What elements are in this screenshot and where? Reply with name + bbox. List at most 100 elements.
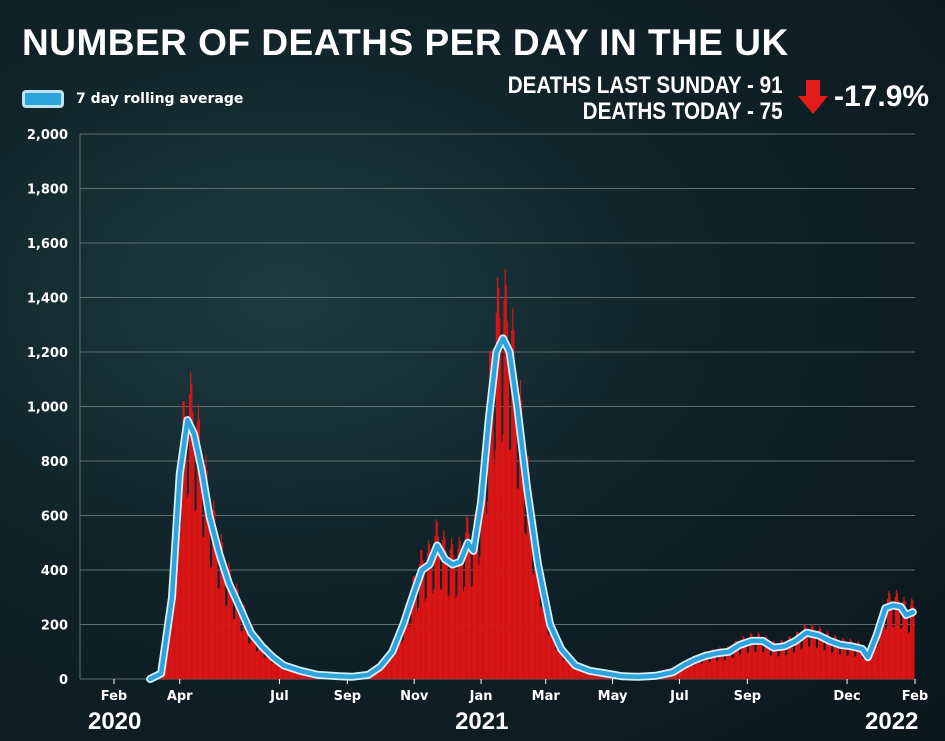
daily-bar bbox=[465, 532, 467, 679]
daily-bar bbox=[264, 657, 266, 679]
daily-bar bbox=[254, 638, 256, 679]
daily-bar bbox=[866, 651, 868, 679]
daily-bar bbox=[244, 609, 247, 679]
year-label: 2020 bbox=[87, 708, 142, 735]
daily-bar bbox=[798, 635, 800, 679]
daily-bar bbox=[295, 672, 297, 679]
x-tick-label: Jan bbox=[469, 689, 493, 704]
daily-bar bbox=[400, 630, 402, 679]
daily-bar bbox=[843, 639, 845, 679]
daily-bar bbox=[861, 658, 864, 679]
daily-bar bbox=[391, 649, 393, 679]
daily-bar bbox=[881, 607, 883, 679]
daily-bar bbox=[849, 638, 851, 679]
y-tick-label: 1,000 bbox=[27, 401, 68, 416]
x-tick-label: Sep bbox=[334, 689, 362, 704]
daily-bar bbox=[462, 591, 465, 679]
daily-bar bbox=[219, 542, 221, 679]
daily-bar bbox=[273, 655, 275, 679]
daily-bar bbox=[723, 660, 725, 679]
daily-bar bbox=[285, 666, 287, 679]
daily-bar bbox=[477, 526, 479, 679]
daily-bar bbox=[870, 657, 872, 679]
daily-bar bbox=[890, 600, 892, 679]
y-tick-label: 1,400 bbox=[27, 292, 68, 307]
daily-bar bbox=[188, 394, 191, 679]
daily-bar bbox=[698, 656, 700, 679]
daily-bar bbox=[478, 564, 480, 679]
daily-bar bbox=[251, 624, 253, 679]
daily-bar bbox=[190, 371, 192, 679]
x-tick-label: Apr bbox=[167, 689, 193, 704]
daily-bar bbox=[231, 592, 233, 679]
daily-bar bbox=[576, 666, 579, 679]
daily-bar bbox=[879, 618, 881, 679]
daily-bar bbox=[390, 648, 392, 679]
daily-bar bbox=[447, 596, 449, 679]
daily-bar bbox=[442, 540, 444, 679]
daily-bar bbox=[515, 404, 517, 679]
daily-bar bbox=[572, 660, 574, 679]
daily-bar bbox=[756, 636, 758, 679]
daily-bar bbox=[404, 604, 407, 679]
year-label: 2021 bbox=[455, 708, 509, 735]
daily-bar bbox=[541, 575, 544, 679]
daily-bar bbox=[420, 549, 422, 679]
daily-bar bbox=[842, 637, 844, 679]
daily-bar bbox=[888, 591, 890, 679]
daily-bar bbox=[695, 657, 697, 679]
daily-bar bbox=[709, 661, 711, 679]
daily-bar bbox=[238, 599, 240, 679]
daily-bar bbox=[449, 549, 451, 679]
daily-bar bbox=[215, 529, 217, 679]
daily-bar bbox=[210, 567, 213, 679]
daily-bar bbox=[544, 582, 546, 679]
daily-bar bbox=[409, 627, 411, 679]
daily-bar bbox=[840, 641, 843, 679]
daily-bar bbox=[459, 540, 461, 679]
daily-bar bbox=[897, 600, 900, 679]
daily-bar bbox=[523, 465, 525, 679]
daily-bar bbox=[593, 673, 595, 679]
daily-bar bbox=[516, 488, 518, 679]
daily-bar bbox=[557, 637, 559, 679]
daily-bar bbox=[243, 604, 245, 679]
daily-bar bbox=[275, 656, 277, 679]
daily-bar bbox=[195, 509, 197, 679]
daily-bar bbox=[276, 658, 278, 679]
daily-bar bbox=[822, 638, 824, 679]
daily-bar bbox=[760, 641, 763, 679]
daily-bar bbox=[422, 560, 424, 679]
daily-bar bbox=[398, 627, 400, 679]
daily-bar bbox=[469, 548, 471, 679]
daily-bar bbox=[283, 662, 285, 679]
daily-bar bbox=[895, 589, 897, 679]
daily-bar bbox=[819, 626, 821, 679]
daily-bar bbox=[461, 558, 464, 679]
daily-bar bbox=[492, 387, 494, 679]
daily-bar bbox=[824, 649, 826, 679]
daily-bar bbox=[775, 644, 777, 679]
daily-bar bbox=[208, 518, 210, 679]
x-tick-label: May bbox=[598, 689, 628, 704]
daily-bar bbox=[393, 656, 396, 679]
daily-bar bbox=[505, 285, 507, 679]
daily-bar bbox=[809, 646, 811, 679]
y-tick-label: 0 bbox=[59, 673, 68, 688]
daily-bar bbox=[854, 656, 856, 679]
daily-bar bbox=[904, 601, 906, 679]
daily-bar bbox=[194, 510, 196, 679]
daily-bar bbox=[278, 667, 281, 679]
daily-bar bbox=[799, 638, 801, 679]
daily-bar bbox=[777, 656, 779, 679]
daily-bar bbox=[384, 659, 386, 679]
daily-bar bbox=[731, 658, 733, 679]
daily-bar bbox=[801, 648, 803, 679]
daily-bar bbox=[778, 655, 780, 679]
daily-bar bbox=[867, 655, 869, 679]
daily-bar bbox=[204, 466, 206, 679]
daily-bar bbox=[682, 663, 684, 679]
daily-bar bbox=[712, 649, 714, 679]
daily-bar bbox=[450, 538, 453, 679]
